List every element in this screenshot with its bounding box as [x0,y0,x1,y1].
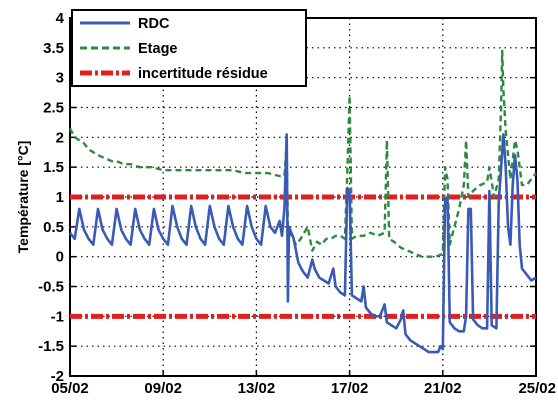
y-tick-label: 3.5 [43,40,64,57]
legend-label-rdc: RDC [138,16,170,32]
x-tick-label: 21/02 [424,380,462,397]
legend-label-incertitude: incertitude résidue [138,66,268,82]
y-tick-label: -2 [51,368,64,385]
y-tick-label: 1.5 [43,159,64,176]
y-tick-label: -0.5 [38,279,64,296]
y-tick-label: 0 [56,249,64,266]
y-tick-label: -1.5 [38,338,64,355]
y-tick-label: 3 [56,70,64,87]
y-tick-label: 2 [56,129,64,146]
y-tick-label: 1 [56,189,64,206]
y-tick-label: 0.5 [43,219,64,236]
legend: RDC Etage incertitude résidue [71,9,307,87]
series-line-etage [68,49,537,258]
x-tick-label: 09/02 [144,380,182,397]
uncertainty-lines [70,194,536,319]
x-tick-labels: 05/02 09/02 13/02 17/02 21/02 25/02 [51,380,556,397]
legend-label-etage: Etage [138,41,178,57]
x-tick-label: 05/02 [51,380,89,397]
y-axis-label: Température [°C] [15,141,31,254]
y-tick-label: 2.5 [43,100,64,117]
series-lines [68,49,537,354]
y-tick-labels: -2 -1.5 -1 -0.5 0 0.5 1 1.5 2 2.5 3 3.5 4 [38,10,65,385]
series-line-rdc [68,133,537,354]
x-tick-label: 13/02 [238,380,276,397]
x-tick-label: 17/02 [331,380,369,397]
x-tick-label: 25/02 [518,380,556,397]
y-tick-label: -1 [51,308,64,325]
y-tick-label: 4 [56,10,65,27]
